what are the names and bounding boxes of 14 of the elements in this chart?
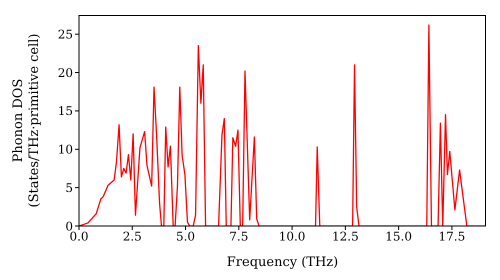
y-tick-label: 20: [58, 66, 73, 80]
y-tick-label: 15: [58, 104, 73, 118]
x-tick-label: 15.0: [385, 230, 412, 244]
x-tick-label: 7.5: [229, 230, 248, 244]
x-tick-label: 2.5: [122, 230, 142, 244]
x-tick-label: 17.5: [438, 230, 466, 244]
x-tick-label: 12.5: [332, 230, 359, 244]
x-tick-label: 10.0: [278, 230, 306, 244]
y-axis-title: Phonon DOS (States/THz·primitive cell): [11, 33, 42, 208]
x-tick-label: 5.0: [176, 230, 196, 244]
x-axis-title: Frequency (THz): [226, 255, 338, 270]
y-tick-label: 10: [58, 142, 73, 157]
y-tick-label: 5: [65, 180, 73, 195]
y-tick-label: 25: [58, 27, 73, 42]
